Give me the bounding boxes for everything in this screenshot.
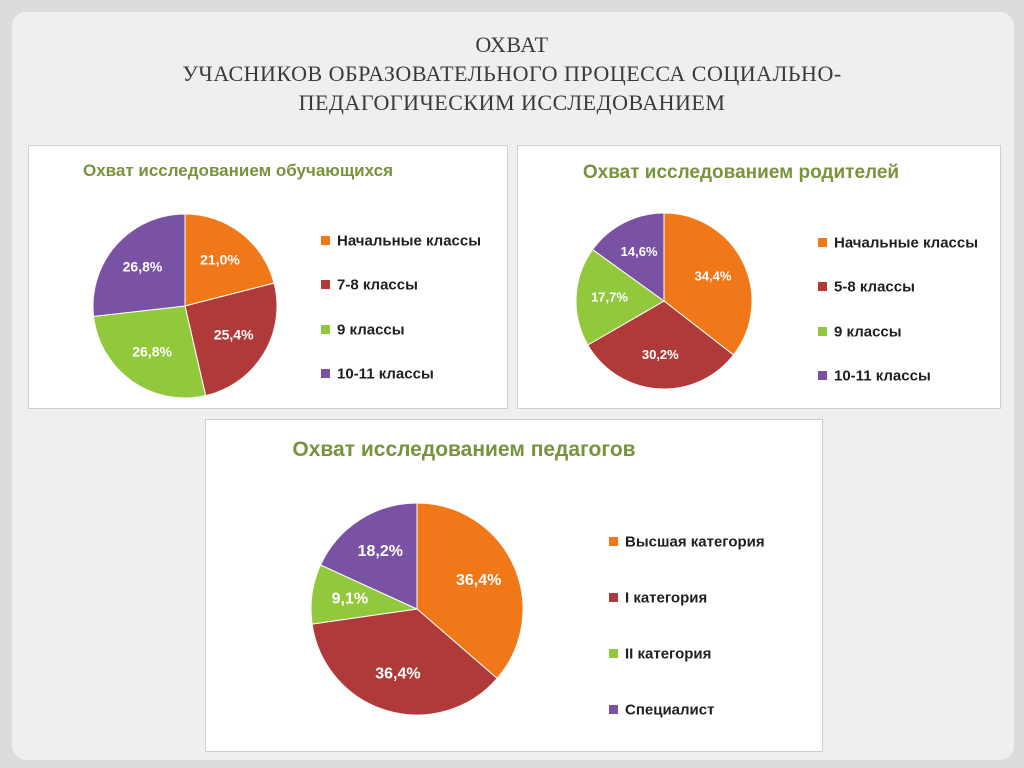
slice-label: 34,4% <box>695 268 732 283</box>
legend-item: 10-11 классы <box>321 365 434 383</box>
legend-item: Начальные классы <box>321 232 481 250</box>
slice-label: 26,8% <box>132 343 172 359</box>
legend-item: Специалист <box>609 701 714 719</box>
pie-slice <box>184 282 278 397</box>
chart-panel-teachers: Охват исследованием педагогов 36,4% 36,4%… <box>205 419 823 752</box>
legend-swatch <box>321 324 330 334</box>
chart-panel-students: Охват исследованием обучающихся 21,0% 25,… <box>28 145 508 409</box>
slide-title-line-3: ПЕДАГОГИЧЕСКИМ ИССЛЕДОВАНИЕМ <box>298 90 726 115</box>
legend-label: 9 классы <box>834 323 902 341</box>
legend-swatch <box>818 326 827 336</box>
legend-item: 9 классы <box>818 323 902 341</box>
legend-label: 5-8 классы <box>834 278 915 296</box>
legend-label: Высшая категория <box>625 533 765 551</box>
slide-title-line-2: УЧАСНИКОВ ОБРАЗОВАТЕЛЬНОГО ПРОЦЕССА СОЦИ… <box>182 61 842 86</box>
chart-title: Охват исследованием родителей <box>582 162 900 183</box>
slice-label: 14,6% <box>621 244 658 259</box>
legend-label: I категория <box>625 589 708 607</box>
legend-swatch <box>818 281 827 291</box>
slide-title: ОХВАТ УЧАСНИКОВ ОБРАЗОВАТЕЛЬНОГО ПРОЦЕСС… <box>0 30 1024 117</box>
legend-item: 5-8 классы <box>818 278 915 296</box>
chart-title: Охват исследованием педагогов <box>292 438 636 461</box>
legend-label: 9 классы <box>337 321 405 339</box>
legend-item: Высшая категория <box>609 533 765 551</box>
pie-slice <box>591 212 665 302</box>
chart-title: Охват исследованием обучающихся <box>82 161 394 180</box>
legend-swatch <box>321 235 330 245</box>
legend-item: 10-11 классы <box>818 367 931 385</box>
chart-panel-parents: Охват исследованием родителей 34,4% 30,2%… <box>517 145 1001 409</box>
legend-label: Начальные классы <box>834 234 979 252</box>
slice-label: 18,2% <box>358 543 403 560</box>
legend-swatch <box>818 237 827 247</box>
slice-label: 36,4% <box>375 665 420 682</box>
pie-chart: 34,4% 30,2% 17,7% 14,6% <box>575 212 753 390</box>
slice-label: 36,4% <box>456 572 501 589</box>
slice-label: 9,1% <box>332 591 368 608</box>
pie-slice <box>319 502 418 610</box>
pie-slice <box>575 248 665 346</box>
pie-slice <box>92 213 186 317</box>
legend-item: II категория <box>609 645 711 663</box>
pie-slice <box>93 305 207 399</box>
pie-slice <box>416 502 524 680</box>
legend-swatch <box>609 592 618 602</box>
legend-swatch <box>321 368 330 378</box>
legend-swatch <box>321 279 330 289</box>
legend-label: 7-8 классы <box>337 276 418 294</box>
legend-item: 7-8 классы <box>321 276 418 294</box>
pie-slice <box>663 212 753 356</box>
legend-swatch <box>818 370 827 380</box>
slice-label: 21,0% <box>200 252 240 268</box>
pie-slice <box>587 300 735 390</box>
pie-chart: 21,0% 25,4% 26,8% 26,8% <box>92 213 278 399</box>
legend-label: 10-11 классы <box>337 365 434 383</box>
pie-slice <box>311 608 498 716</box>
legend-swatch <box>609 704 618 714</box>
slice-label: 26,8% <box>123 259 163 275</box>
legend-item: 9 классы <box>321 321 405 339</box>
slice-label: 17,7% <box>591 290 628 305</box>
legend-label: 10-11 классы <box>834 367 931 385</box>
pie-chart: 36,4% 36,4% 9,1% 18,2% <box>310 502 524 716</box>
slice-label: 25,4% <box>214 326 254 342</box>
pie-slice <box>184 213 275 307</box>
legend-item: Начальные классы <box>818 234 978 252</box>
legend-item: I категория <box>609 589 707 607</box>
legend-label: Специалист <box>625 701 715 719</box>
legend-label: Начальные классы <box>337 232 482 250</box>
slide-title-line-1: ОХВАТ <box>475 32 549 57</box>
legend-swatch <box>609 648 618 658</box>
legend-swatch <box>609 536 618 546</box>
legend-label: II категория <box>625 645 712 663</box>
slice-label: 30,2% <box>642 347 679 362</box>
